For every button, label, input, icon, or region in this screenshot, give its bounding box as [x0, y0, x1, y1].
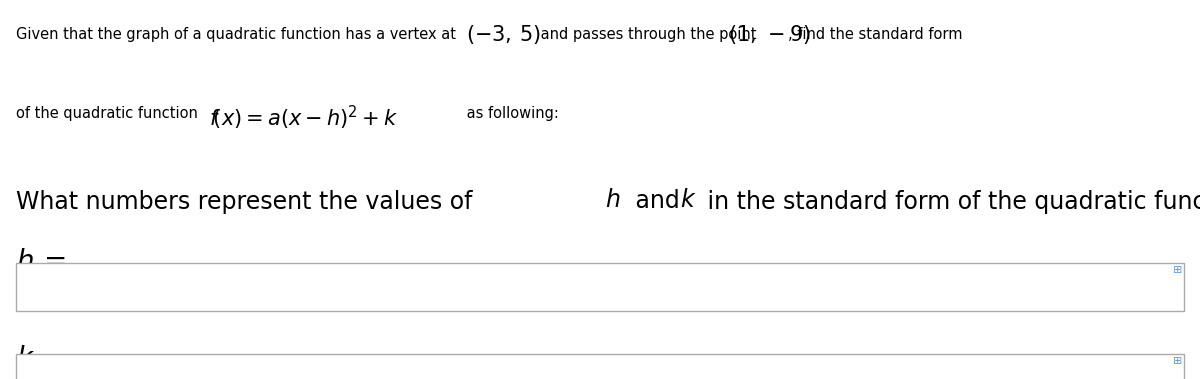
FancyBboxPatch shape: [16, 354, 1184, 379]
Text: ⊞: ⊞: [1172, 356, 1182, 366]
Text: $k\,=$: $k\,=$: [16, 345, 64, 373]
Text: and passes through the point: and passes through the point: [536, 27, 762, 42]
Text: $h\,=$: $h\,=$: [16, 248, 66, 276]
Text: Given that the graph of a quadratic function has a vertex at: Given that the graph of a quadratic func…: [16, 27, 461, 42]
Text: $h$: $h$: [605, 188, 620, 211]
Text: $(-3,\,5)$: $(-3,\,5)$: [466, 23, 540, 47]
Text: and: and: [628, 190, 686, 213]
Text: , find the standard form: , find the standard form: [788, 27, 962, 42]
Text: as following:: as following:: [462, 106, 559, 121]
Text: $k$: $k$: [680, 188, 697, 211]
Text: What numbers represent the values of: What numbers represent the values of: [16, 190, 480, 213]
Text: ⊞: ⊞: [1172, 265, 1182, 275]
FancyBboxPatch shape: [16, 263, 1184, 311]
Text: $(1,\,-9)$: $(1,\,-9)$: [728, 23, 811, 47]
Text: in the standard form of the quadratic function?: in the standard form of the quadratic fu…: [700, 190, 1200, 213]
Text: of the quadratic function: of the quadratic function: [16, 106, 202, 121]
Text: $f\!(x) = a(x - h)^2 + k$: $f\!(x) = a(x - h)^2 + k$: [209, 104, 398, 132]
